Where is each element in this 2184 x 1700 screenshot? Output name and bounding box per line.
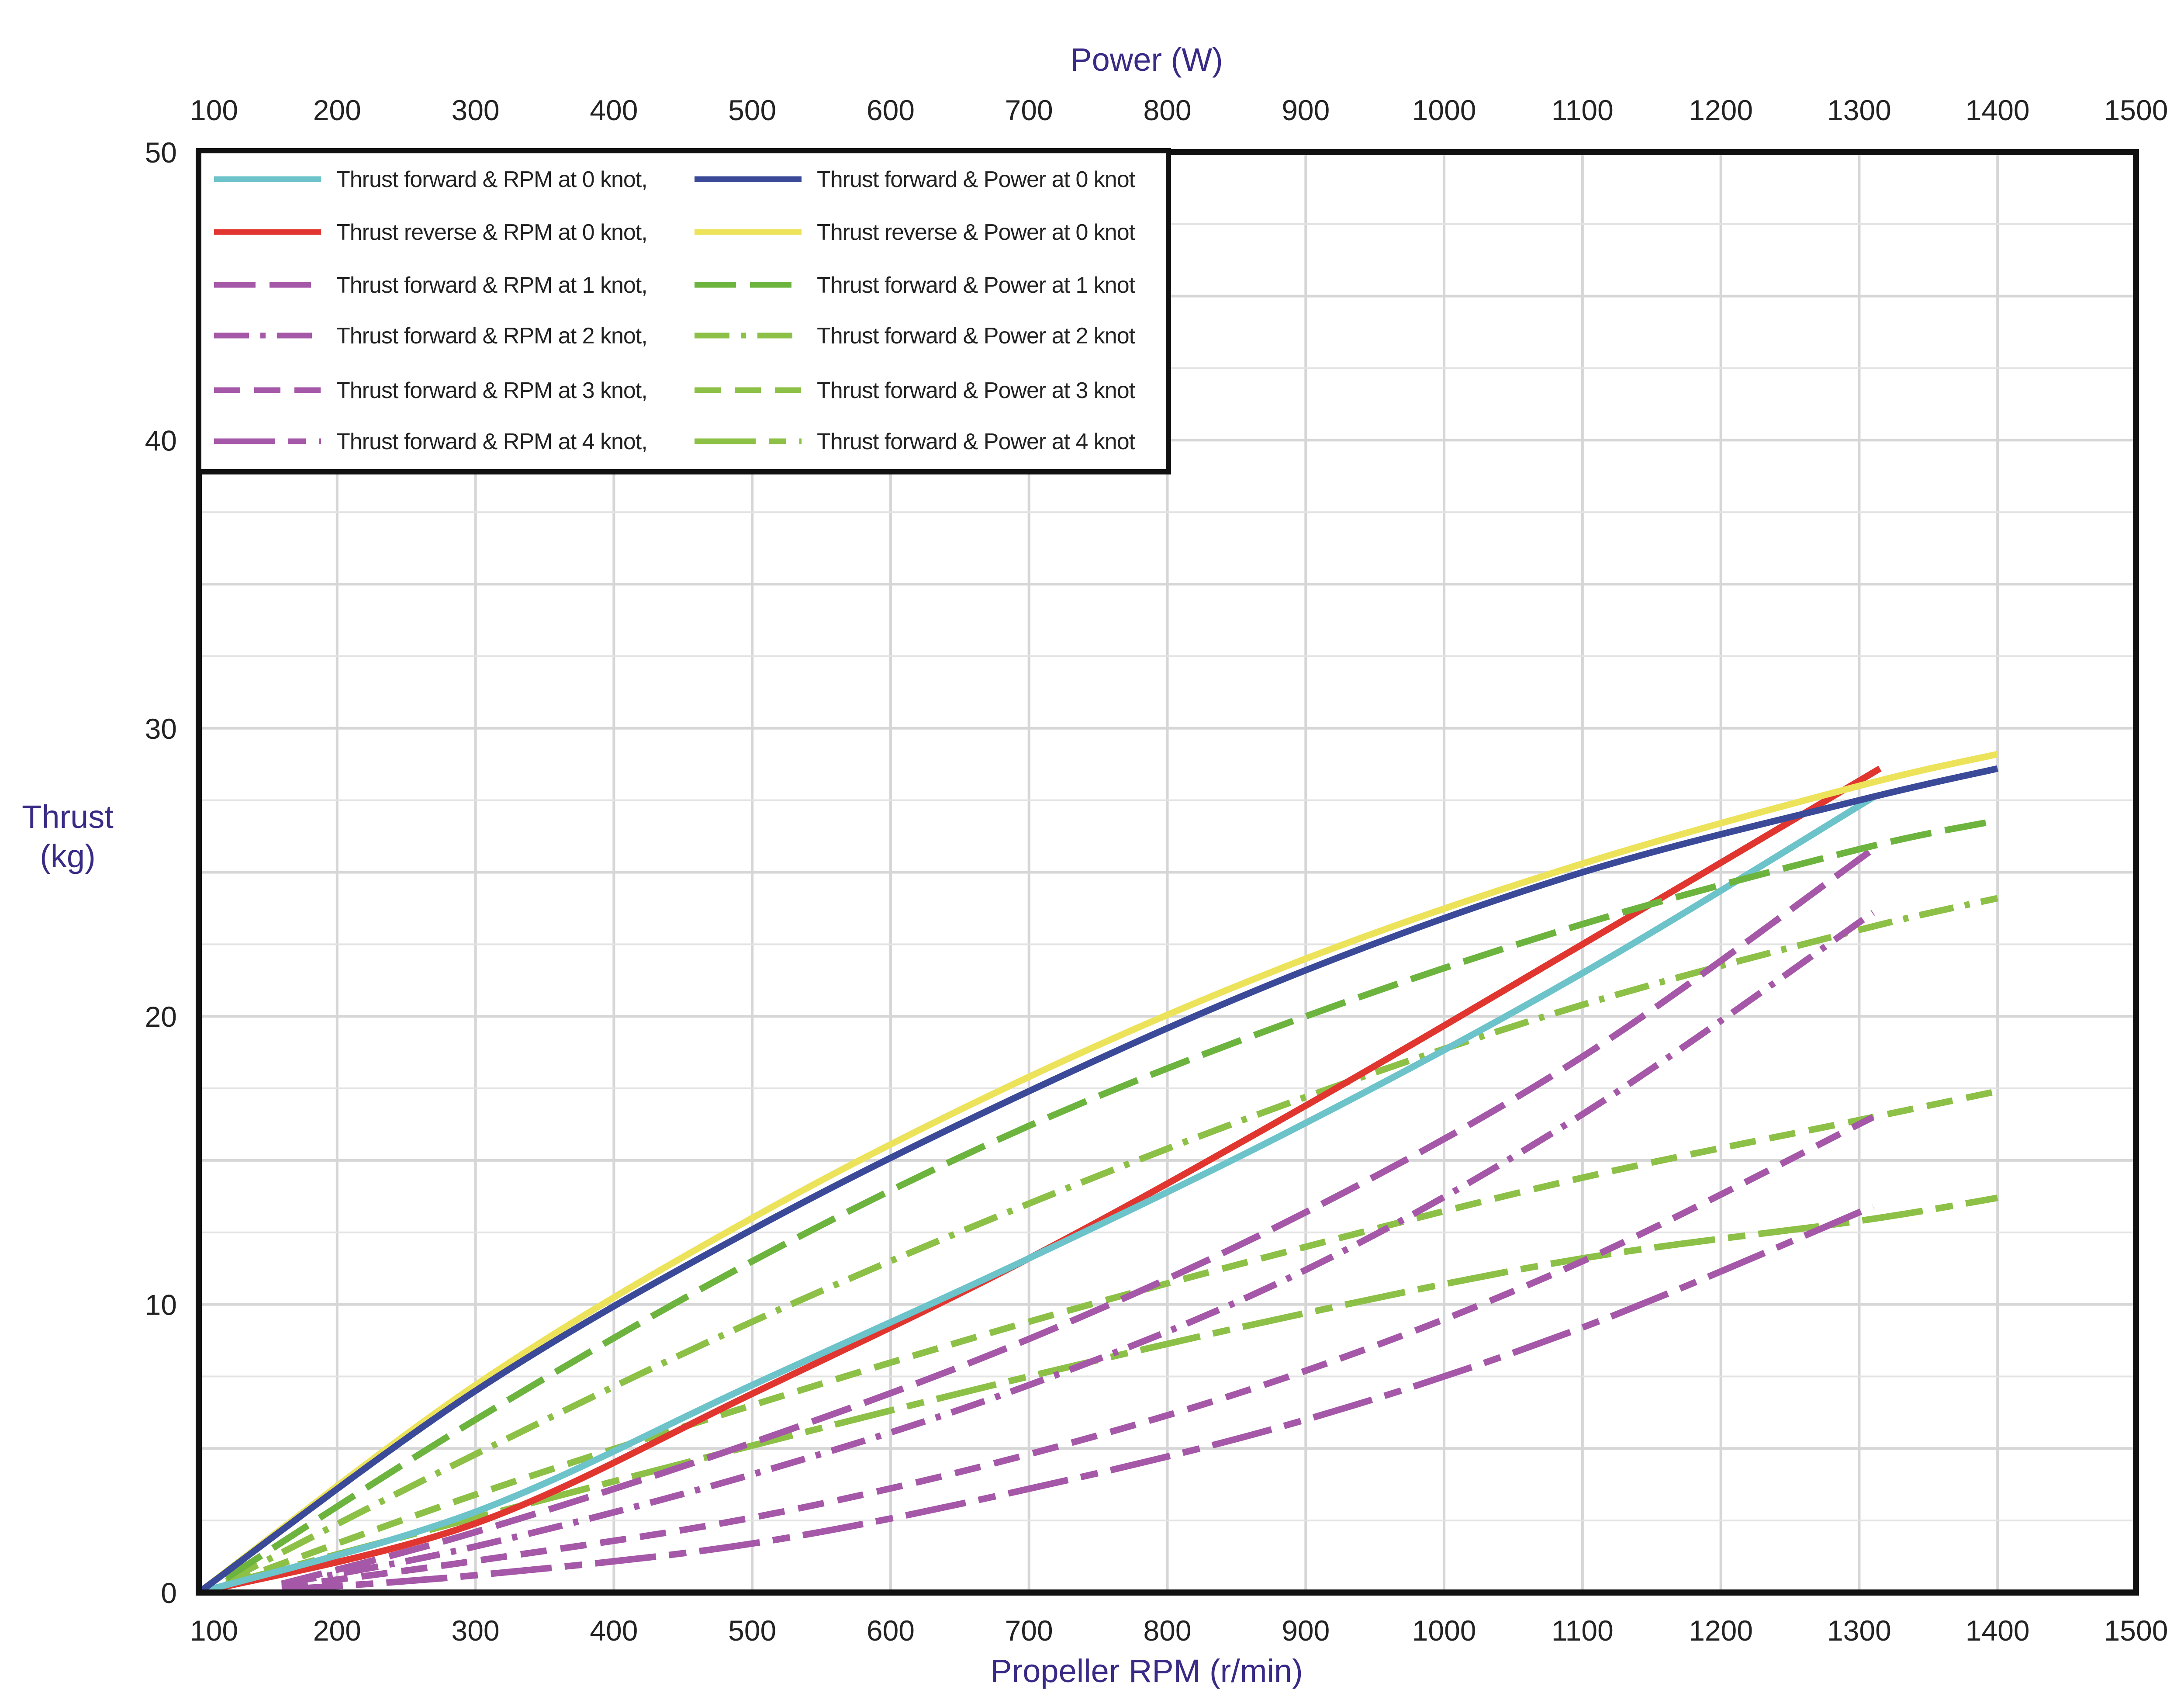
x-top-tick-label: 600 — [867, 94, 915, 126]
x-bottom-tick-label: 1300 — [1827, 1614, 1891, 1647]
legend-label: Thrust forward & Power at 3 knot — [817, 378, 1136, 403]
x-top-tick-label: 1400 — [1966, 94, 2030, 126]
legend-label: Thrust forward & RPM at 4 knot, — [336, 429, 647, 454]
legend-label: Thrust forward & RPM at 2 knot, — [336, 323, 647, 349]
x-bottom-tick-label: 300 — [452, 1614, 500, 1647]
x-bottom-tick-label: 1000 — [1412, 1614, 1476, 1647]
x-bottom-tick-label: 900 — [1282, 1614, 1330, 1647]
series-line-4 — [281, 1114, 1875, 1590]
x-bottom-tick-label: 600 — [867, 1614, 915, 1647]
x-bottom-tick-label: 400 — [590, 1614, 638, 1647]
x-bottom-tick-label: 1500 — [2104, 1614, 2168, 1647]
legend-label: Thrust forward & RPM at 0 knot, — [336, 167, 647, 192]
y-tick-label: 50 — [145, 136, 177, 169]
x-top-tick-label: 200 — [313, 94, 361, 126]
x-top-tick-label: 100 — [190, 94, 238, 126]
series-line-3 — [281, 910, 1875, 1587]
x-axis-bottom-title: Propeller RPM (r/min) — [990, 1653, 1303, 1689]
legend-label: Thrust forward & RPM at 1 knot, — [336, 273, 647, 298]
legend-label: Thrust forward & Power at 4 knot — [817, 429, 1136, 454]
y-tick-label: 10 — [145, 1289, 177, 1321]
series-line-5 — [281, 1203, 1874, 1593]
x-bottom-tick-label: 1400 — [1966, 1614, 2030, 1647]
x-bottom-tick-label: 700 — [1005, 1614, 1053, 1647]
legend-label: Thrust forward & Power at 1 knot — [817, 273, 1136, 298]
legend-box — [196, 148, 1171, 474]
legend-label: Thrust forward & Power at 0 knot — [817, 167, 1136, 192]
y-tick-label: 30 — [145, 713, 177, 745]
series-lines — [197, 751, 1998, 1596]
y-axis-title-line2: (kg) — [40, 838, 95, 874]
x-axis-top-ticks: 100 200 300 400 500 600 700 800 900 1000 1100 1200 1… — [190, 94, 2168, 126]
series-line-0 — [197, 794, 1875, 1596]
legend-label: Thrust forward & RPM at 3 knot, — [336, 378, 647, 403]
y-tick-label: 0 — [161, 1577, 177, 1609]
x-top-tick-label: 1200 — [1689, 94, 1753, 126]
series-line-6 — [197, 765, 1998, 1596]
legend-label: Thrust forward & Power at 2 knot — [817, 323, 1136, 349]
series-line-1 — [198, 765, 1882, 1596]
x-bottom-tick-label: 1100 — [1552, 1614, 1614, 1647]
y-tick-label: 20 — [145, 1001, 177, 1033]
x-bottom-tick-label: 1200 — [1689, 1614, 1753, 1647]
series-line-10 — [225, 1088, 1998, 1587]
series-line-7 — [197, 751, 1998, 1596]
x-top-tick-label: 800 — [1143, 94, 1191, 126]
series-line-11 — [225, 1195, 1998, 1587]
x-top-tick-label: 1000 — [1412, 94, 1476, 126]
x-bottom-tick-label: 100 — [190, 1614, 238, 1647]
y-axis-title-line1: Thrust — [22, 799, 114, 835]
x-bottom-tick-label: 200 — [313, 1614, 361, 1647]
x-top-tick-label: 900 — [1282, 94, 1330, 126]
x-top-tick-label: 1100 — [1552, 94, 1614, 126]
x-top-tick-label: 400 — [590, 94, 638, 126]
x-top-tick-label: 700 — [1005, 94, 1053, 126]
x-top-tick-label: 1300 — [1827, 94, 1891, 126]
x-bottom-tick-label: 500 — [728, 1614, 776, 1647]
series-line-9 — [225, 895, 1998, 1584]
legend: Thrust forward & RPM at 0 knot, Thrust re… — [196, 148, 1171, 474]
series-line-2 — [281, 846, 1875, 1587]
legend-label: Thrust reverse & RPM at 0 knot, — [336, 220, 647, 245]
y-axis-ticks: 0 10 20 30 40 50 — [145, 136, 177, 1609]
series-line-8 — [225, 817, 1998, 1581]
legend-label: Thrust reverse & Power at 0 knot — [817, 220, 1136, 245]
x-axis-top-title: Power (W) — [1070, 42, 1223, 78]
x-top-tick-label: 500 — [728, 94, 776, 126]
y-tick-label: 40 — [145, 424, 177, 457]
x-axis-bottom-ticks: 100 200 300 400 500 600 700 800 900 1000 1100 1200 1… — [190, 1614, 2168, 1647]
x-top-tick-label: 300 — [452, 94, 500, 126]
x-top-tick-label: 1500 — [2104, 94, 2168, 126]
x-bottom-tick-label: 800 — [1143, 1614, 1191, 1647]
